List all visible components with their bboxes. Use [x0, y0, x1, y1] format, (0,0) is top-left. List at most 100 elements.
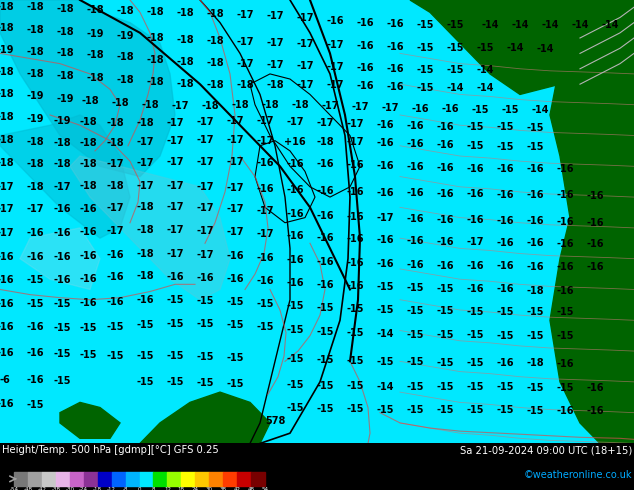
- Text: -16: -16: [346, 234, 364, 244]
- Text: -18: -18: [26, 2, 44, 12]
- Text: -18: -18: [79, 138, 97, 147]
- Text: -18: -18: [86, 73, 104, 83]
- Text: -16: -16: [496, 358, 514, 368]
- Text: -18: -18: [206, 9, 224, 20]
- Polygon shape: [410, 0, 634, 95]
- Text: -15: -15: [526, 123, 544, 133]
- Text: -19: -19: [53, 116, 71, 126]
- Text: -17: -17: [321, 101, 339, 111]
- Text: -17: -17: [166, 181, 184, 191]
- Text: -16: -16: [496, 261, 514, 271]
- Text: -15: -15: [466, 405, 484, 415]
- Text: -18: -18: [86, 5, 104, 15]
- Polygon shape: [70, 156, 230, 300]
- Text: -18: -18: [93, 487, 102, 490]
- Text: -17: -17: [53, 182, 71, 192]
- Text: -15: -15: [316, 303, 333, 313]
- Text: -18: -18: [146, 54, 164, 65]
- Text: -18: -18: [86, 50, 104, 60]
- Text: -16: -16: [436, 122, 454, 132]
- Text: -14: -14: [476, 65, 494, 75]
- Text: -15: -15: [526, 307, 544, 317]
- Text: -19: -19: [26, 114, 44, 124]
- Text: -15: -15: [226, 320, 243, 330]
- Text: -16: -16: [386, 19, 404, 28]
- Text: -14: -14: [511, 20, 529, 29]
- Text: -15: -15: [166, 295, 184, 305]
- Text: -15: -15: [286, 354, 304, 364]
- Text: -12: -12: [107, 487, 116, 490]
- Text: -18: -18: [206, 36, 224, 46]
- Polygon shape: [60, 402, 120, 439]
- Text: -17: -17: [197, 203, 214, 213]
- Text: -15: -15: [376, 357, 394, 368]
- Text: 24: 24: [191, 487, 199, 490]
- Text: -17: -17: [296, 61, 314, 71]
- Text: -16: -16: [406, 121, 424, 131]
- Text: -18: -18: [79, 159, 97, 169]
- Text: -18: -18: [0, 90, 14, 99]
- Polygon shape: [140, 392, 270, 443]
- Bar: [14, 472, 28, 486]
- Text: -18: -18: [201, 101, 219, 111]
- Text: -16: -16: [496, 216, 514, 226]
- Bar: [98, 472, 112, 486]
- Text: -16: -16: [286, 209, 304, 219]
- Text: -17: -17: [107, 226, 124, 236]
- Text: -17: -17: [256, 136, 274, 146]
- Text: -17: -17: [171, 101, 189, 111]
- Text: -16: -16: [586, 191, 604, 201]
- Text: -15: -15: [256, 299, 274, 309]
- Text: -17: -17: [226, 116, 243, 126]
- Text: 18: 18: [178, 487, 185, 490]
- Text: -16: -16: [316, 257, 333, 267]
- Text: -16: -16: [466, 285, 484, 294]
- Text: -17: -17: [197, 135, 214, 145]
- Polygon shape: [20, 228, 100, 290]
- Text: -15: -15: [406, 405, 424, 415]
- Text: -19: -19: [0, 45, 14, 55]
- Text: -16: -16: [386, 82, 404, 92]
- Text: -16: -16: [586, 262, 604, 272]
- Text: -14: -14: [376, 382, 394, 392]
- Bar: [181, 472, 195, 486]
- Text: -16: -16: [441, 104, 459, 114]
- Text: -16: -16: [0, 275, 14, 285]
- Text: -18: -18: [79, 117, 97, 127]
- Text: -18: -18: [206, 80, 224, 90]
- Text: -18: -18: [116, 75, 134, 85]
- Bar: [251, 472, 265, 486]
- Text: -16: -16: [556, 164, 574, 174]
- Text: -15: -15: [436, 358, 454, 368]
- Text: -18: -18: [106, 118, 124, 128]
- Text: -17: -17: [166, 202, 184, 212]
- Text: -54: -54: [10, 487, 18, 490]
- Text: -16: -16: [136, 295, 154, 305]
- Text: -15: -15: [226, 379, 243, 389]
- Text: -42: -42: [37, 487, 46, 490]
- Text: -17: -17: [107, 203, 124, 213]
- Text: -15: -15: [346, 381, 364, 391]
- Text: -17: -17: [0, 204, 14, 215]
- Text: -18: -18: [261, 99, 279, 110]
- Text: Sa 21-09-2024 09:00 UTC (18+15): Sa 21-09-2024 09:00 UTC (18+15): [460, 445, 632, 456]
- Text: -17: -17: [226, 135, 243, 145]
- Text: -16: -16: [436, 163, 454, 173]
- Text: -18: -18: [106, 138, 124, 147]
- Text: -16: -16: [406, 188, 424, 198]
- Text: -18: -18: [53, 159, 71, 169]
- Text: -15: -15: [166, 319, 184, 329]
- Text: -15: -15: [471, 105, 489, 115]
- Text: -16: -16: [256, 253, 274, 263]
- Text: -16: -16: [226, 250, 243, 261]
- Text: -8: -8: [123, 487, 128, 490]
- Text: -17: -17: [296, 14, 314, 24]
- Text: -15: -15: [406, 306, 424, 316]
- Text: -14: -14: [481, 20, 499, 29]
- Text: -14: -14: [536, 44, 553, 54]
- Text: -24: -24: [79, 487, 88, 490]
- Text: -15: -15: [496, 122, 514, 132]
- Bar: [139, 472, 153, 486]
- Polygon shape: [550, 0, 634, 443]
- Text: -17: -17: [197, 182, 214, 192]
